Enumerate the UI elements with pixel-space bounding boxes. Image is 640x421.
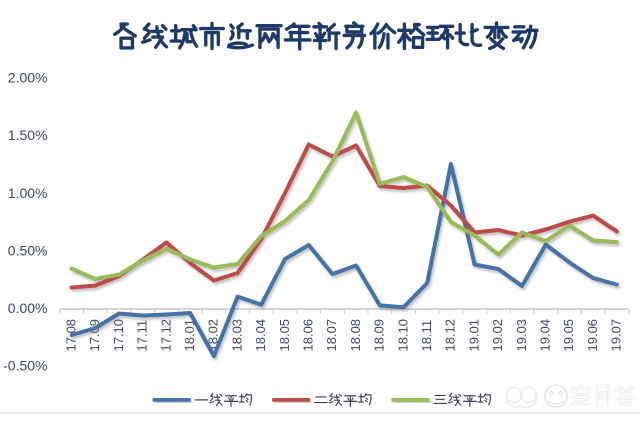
svg-text:1.50%: 1.50% [8,127,48,143]
svg-text:18.08: 18.08 [348,319,363,352]
svg-text:17.10: 17.10 [111,319,126,352]
svg-text:19.05: 19.05 [561,319,576,352]
svg-text:17.11: 17.11 [135,320,150,352]
svg-text:17.12: 17.12 [158,319,173,352]
svg-text:19.04: 19.04 [538,319,553,352]
svg-text:19.01: 19.01 [466,319,481,352]
svg-text:18.10: 18.10 [395,319,410,352]
svg-text:18.04: 18.04 [253,319,268,352]
svg-text:2.00%: 2.00% [8,70,48,86]
svg-text:0.00%: 0.00% [8,300,48,316]
svg-text:-0.50%: -0.50% [3,358,47,374]
svg-text:18.09: 18.09 [372,319,387,352]
svg-text:18.03: 18.03 [229,319,244,352]
svg-text:19.03: 19.03 [514,319,529,352]
svg-text:18.07: 18.07 [324,319,339,352]
svg-text:1.00%: 1.00% [8,185,48,201]
svg-text:19.02: 19.02 [490,319,505,352]
svg-text:18.11: 18.11 [419,320,434,352]
svg-text:19.06: 19.06 [585,319,600,352]
svg-text:18.01: 18.01 [182,319,197,352]
svg-text:18.05: 18.05 [277,319,292,352]
svg-text:0.50%: 0.50% [8,242,48,258]
svg-text:19.07: 19.07 [609,319,624,352]
svg-text:18.06: 18.06 [301,319,316,352]
svg-text:18.12: 18.12 [443,319,458,352]
